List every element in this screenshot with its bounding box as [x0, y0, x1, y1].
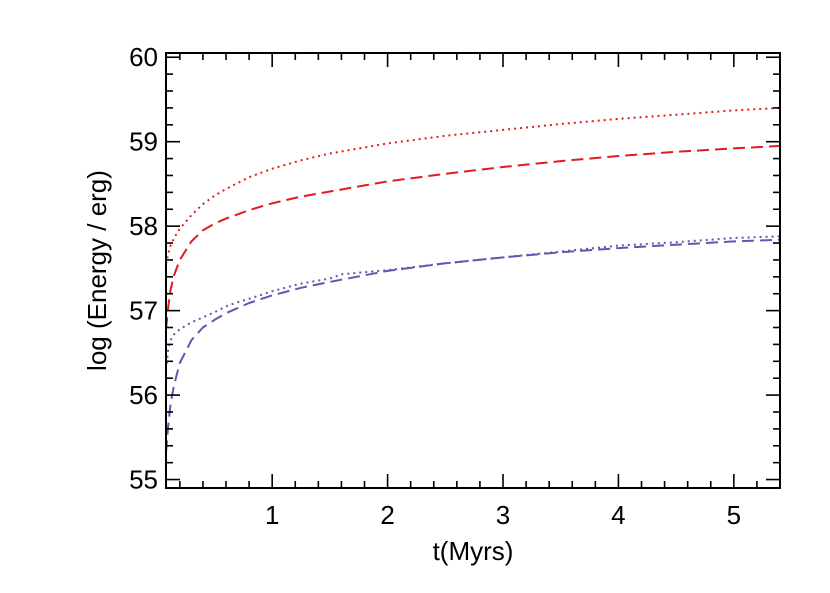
y-tick-label: 59: [129, 127, 158, 157]
y-tick-label: 58: [129, 211, 158, 241]
series-line-1: [165, 106, 781, 265]
ticks-layer: [166, 53, 781, 488]
y-tick-label: 56: [129, 380, 158, 410]
x-tick-label: 4: [611, 500, 625, 530]
x-tick-label: 1: [265, 500, 279, 530]
x-tick-label: 5: [727, 500, 741, 530]
x-axis-title: t(Myrs): [433, 536, 514, 566]
series-line-2: [165, 144, 781, 330]
y-tick-label: 57: [129, 296, 158, 326]
y-tick-label: 55: [129, 465, 158, 495]
series-layer: [165, 106, 781, 453]
series-line-4: [165, 238, 781, 453]
series-line-3: [165, 235, 781, 370]
y-axis-title: log (Energy / erg): [82, 170, 112, 371]
plot-frame: [165, 52, 781, 489]
y-tick-label: 60: [129, 42, 158, 72]
x-tick-label: 3: [496, 500, 510, 530]
x-tick-label: 2: [380, 500, 394, 530]
